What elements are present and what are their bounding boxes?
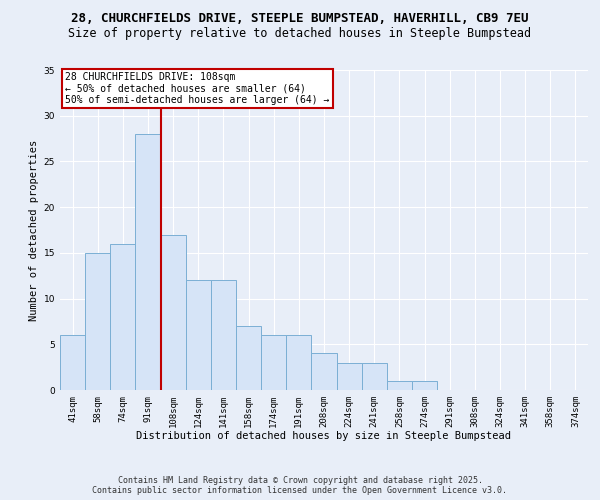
Text: Size of property relative to detached houses in Steeple Bumpstead: Size of property relative to detached ho… <box>68 28 532 40</box>
Bar <box>261 335 286 390</box>
Bar <box>186 280 211 390</box>
Bar <box>136 134 161 390</box>
Bar <box>236 326 261 390</box>
Bar <box>337 362 362 390</box>
Text: 28, CHURCHFIELDS DRIVE, STEEPLE BUMPSTEAD, HAVERHILL, CB9 7EU: 28, CHURCHFIELDS DRIVE, STEEPLE BUMPSTEA… <box>71 12 529 26</box>
Bar <box>311 354 337 390</box>
Text: Contains HM Land Registry data © Crown copyright and database right 2025.
Contai: Contains HM Land Registry data © Crown c… <box>92 476 508 495</box>
Text: 28 CHURCHFIELDS DRIVE: 108sqm
← 50% of detached houses are smaller (64)
50% of s: 28 CHURCHFIELDS DRIVE: 108sqm ← 50% of d… <box>65 72 329 105</box>
Bar <box>161 234 186 390</box>
Y-axis label: Number of detached properties: Number of detached properties <box>29 140 40 320</box>
Bar <box>110 244 136 390</box>
X-axis label: Distribution of detached houses by size in Steeple Bumpstead: Distribution of detached houses by size … <box>137 432 511 442</box>
Bar <box>211 280 236 390</box>
Bar <box>412 381 437 390</box>
Bar <box>387 381 412 390</box>
Bar <box>60 335 85 390</box>
Bar <box>286 335 311 390</box>
Bar <box>362 362 387 390</box>
Bar <box>85 253 110 390</box>
